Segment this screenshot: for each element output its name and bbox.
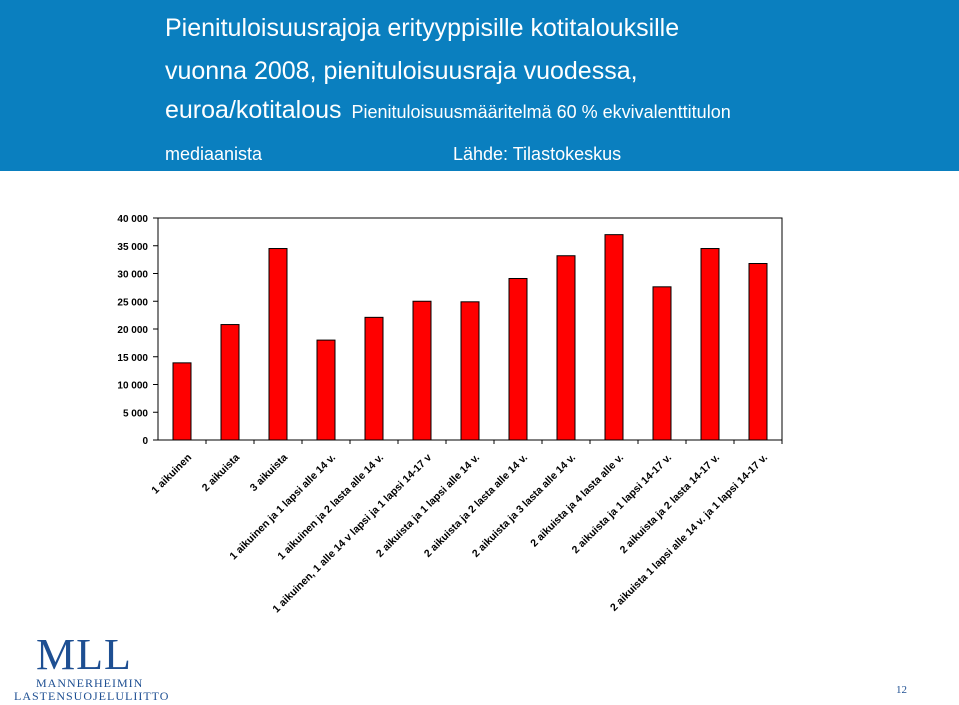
x-category-label: 2 aikuista ja 2 lasta 14-17 v. (618, 452, 723, 557)
x-category-label: 1 aikuinen (149, 452, 194, 497)
bar (700, 248, 720, 441)
y-tick-label: 15 000 (117, 353, 148, 364)
bar-chart: 0 5 000 10 000 15 000 20 000 25 000 30 000 35 0… (117, 214, 783, 615)
x-category-label: 2 aikuista ja 3 lasta alle 14 v. (470, 452, 578, 560)
bar (748, 263, 768, 441)
definition-text: Pienituloisuusmääritelmä 60 % ekvivalent… (351, 102, 731, 122)
bar (508, 277, 528, 441)
logo-mark: MLL (36, 630, 132, 679)
x-category-label: 2 aikuista ja 4 lasta alle v. (528, 452, 626, 550)
x-category-label: 2 aikuista (200, 452, 242, 494)
bar (364, 316, 384, 441)
source-note: Lähde: Tilastokeskus (453, 144, 622, 164)
bar (556, 255, 576, 441)
y-tick-label: 0 (142, 436, 148, 447)
mll-logo: MLL MANNERHEIMIN LASTENSUOJELULIITTO (12, 630, 168, 704)
title-banner: Pienituloisuusrajoja erityyppisille koti… (0, 0, 959, 171)
y-tick-label: 10 000 (117, 381, 148, 392)
slide-title-line-1: Pienituloisuusrajoja erityyppisille koti… (165, 14, 680, 42)
slide-title-unit: euroa/kotitalous (165, 96, 342, 124)
bar (220, 324, 240, 441)
y-tick-label: 35 000 (117, 242, 148, 253)
bar (172, 362, 192, 441)
bar (604, 234, 624, 441)
logo-org-line-2: LASTENSUOJELULIITTO (14, 689, 170, 703)
x-category-label: 2 aikuista ja 2 lasta alle 14 v. (422, 452, 530, 560)
y-tick-label: 5 000 (123, 408, 148, 419)
slide-title-line-2: vuonna 2008, pienituloisuusraja vuodessa… (165, 57, 638, 85)
definition-text-continued: mediaanista (165, 144, 263, 164)
bar (460, 301, 480, 441)
y-tick-label: 25 000 (117, 297, 148, 308)
y-tick-label: 40 000 (117, 214, 148, 225)
y-tick-label: 20 000 (117, 325, 148, 336)
x-category-label: 3 aikuista (248, 452, 290, 494)
x-category-label: 2 aikuista ja 1 lapsi alle 14 v. (374, 452, 482, 560)
slide-title-line-3: euroa/kotitalous Pienituloisuusmääritelmä… (165, 96, 731, 125)
bar (412, 300, 432, 441)
bar (316, 339, 336, 441)
x-category-label: 2 aikuista ja 1 lapsi 14-17 v. (570, 452, 675, 557)
logo-org-line-1: MANNERHEIMIN (36, 676, 144, 690)
page-number: 12 (896, 684, 907, 696)
bar (268, 248, 288, 441)
bar (652, 286, 672, 441)
y-tick-label: 30 000 (117, 270, 148, 281)
